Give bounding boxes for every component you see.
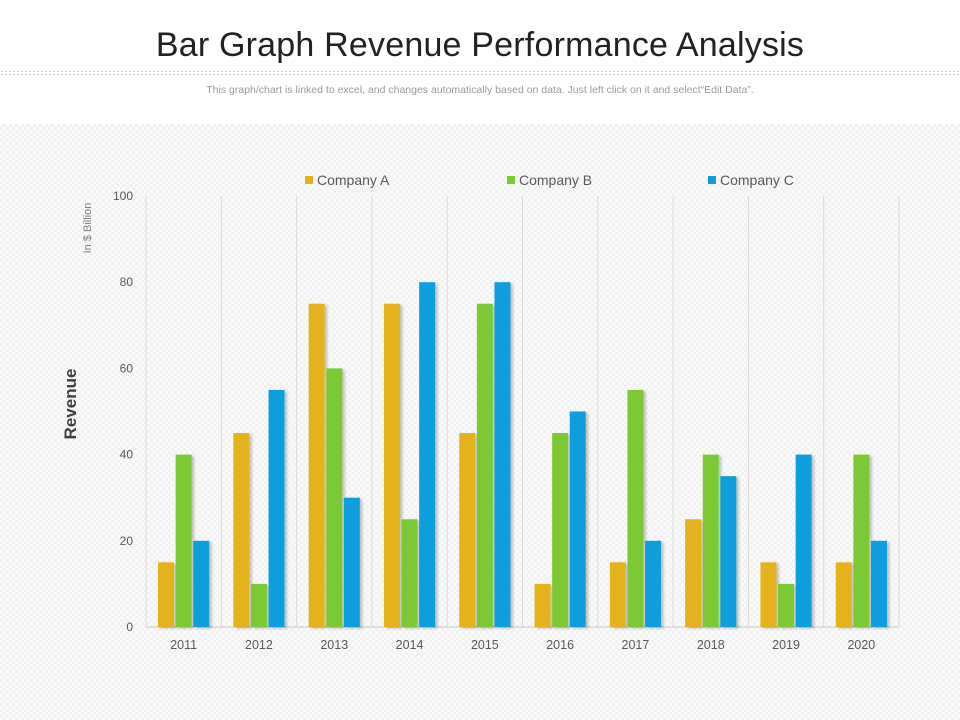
bar-company-c[interactable] xyxy=(193,540,210,627)
bar-company-c[interactable] xyxy=(795,454,812,627)
grid-layer xyxy=(145,196,900,628)
y-axis-title: Revenue xyxy=(61,369,80,440)
bar-company-c[interactable] xyxy=(569,411,586,628)
x-tick-label: 2020 xyxy=(847,638,875,652)
x-tick-label: 2018 xyxy=(697,638,725,652)
bar-company-a[interactable] xyxy=(609,562,626,627)
y-tick-label: 80 xyxy=(120,275,134,289)
y-tick-label: 20 xyxy=(120,534,134,548)
bar-company-a[interactable] xyxy=(158,562,175,627)
y-tick-label: 0 xyxy=(126,620,133,634)
bar-company-a[interactable] xyxy=(534,583,551,627)
bar-company-c[interactable] xyxy=(268,389,285,627)
bar-company-a[interactable] xyxy=(383,303,400,627)
bar-company-b[interactable] xyxy=(627,389,644,627)
title-divider xyxy=(0,70,960,76)
bar-company-a[interactable] xyxy=(459,433,476,627)
bar-company-c[interactable] xyxy=(645,540,662,627)
x-tick-label: 2016 xyxy=(546,638,574,652)
legend-label: Company A xyxy=(317,172,390,188)
bar-company-b[interactable] xyxy=(778,583,795,627)
x-tick-label: 2014 xyxy=(396,638,424,652)
y-tick-label: 100 xyxy=(113,189,133,203)
bar-company-a[interactable] xyxy=(233,433,250,627)
bar-company-c[interactable] xyxy=(343,497,360,627)
bar-company-b[interactable] xyxy=(552,433,569,627)
y-tick-label: 60 xyxy=(120,361,134,375)
legend-swatch xyxy=(305,176,313,184)
page-subtitle: This graph/chart is linked to excel, and… xyxy=(206,84,754,96)
bar-layer xyxy=(158,282,887,627)
legend-swatch xyxy=(507,176,515,184)
legend-label: Company C xyxy=(720,172,794,188)
bar-company-a[interactable] xyxy=(835,562,852,627)
bar-company-b[interactable] xyxy=(326,368,343,627)
bar-company-b[interactable] xyxy=(175,454,192,627)
legend-label: Company B xyxy=(519,172,592,188)
x-tick-label: 2017 xyxy=(622,638,650,652)
bar-company-a[interactable] xyxy=(308,303,325,627)
x-tick-label: 2015 xyxy=(471,638,499,652)
x-tick-label: 2019 xyxy=(772,638,800,652)
legend-swatch xyxy=(708,176,716,184)
x-tick-label: 2011 xyxy=(170,638,197,652)
bar-company-b[interactable] xyxy=(476,303,493,627)
label-layer: 0 20 40 60 80 100 2011 2012 2013 2014 2015 2016 2017… xyxy=(61,172,875,652)
bar-company-c[interactable] xyxy=(494,282,511,627)
bar-company-a[interactable] xyxy=(685,519,702,627)
x-tick-label: 2013 xyxy=(320,638,348,652)
y-tick-label: 40 xyxy=(120,448,134,462)
bar-company-b[interactable] xyxy=(250,583,267,627)
bar-company-c[interactable] xyxy=(720,476,737,627)
bar-company-b[interactable] xyxy=(853,454,870,627)
x-tick-label: 2012 xyxy=(245,638,273,652)
page-title: Bar Graph Revenue Performance Analysis xyxy=(155,26,805,64)
bar-company-c[interactable] xyxy=(419,282,436,627)
bar-company-b[interactable] xyxy=(702,454,719,627)
y-unit-label: In $ Billion xyxy=(82,203,94,254)
bar-company-a[interactable] xyxy=(760,562,777,627)
bar-company-c[interactable] xyxy=(870,540,887,627)
bar-company-b[interactable] xyxy=(401,519,418,627)
